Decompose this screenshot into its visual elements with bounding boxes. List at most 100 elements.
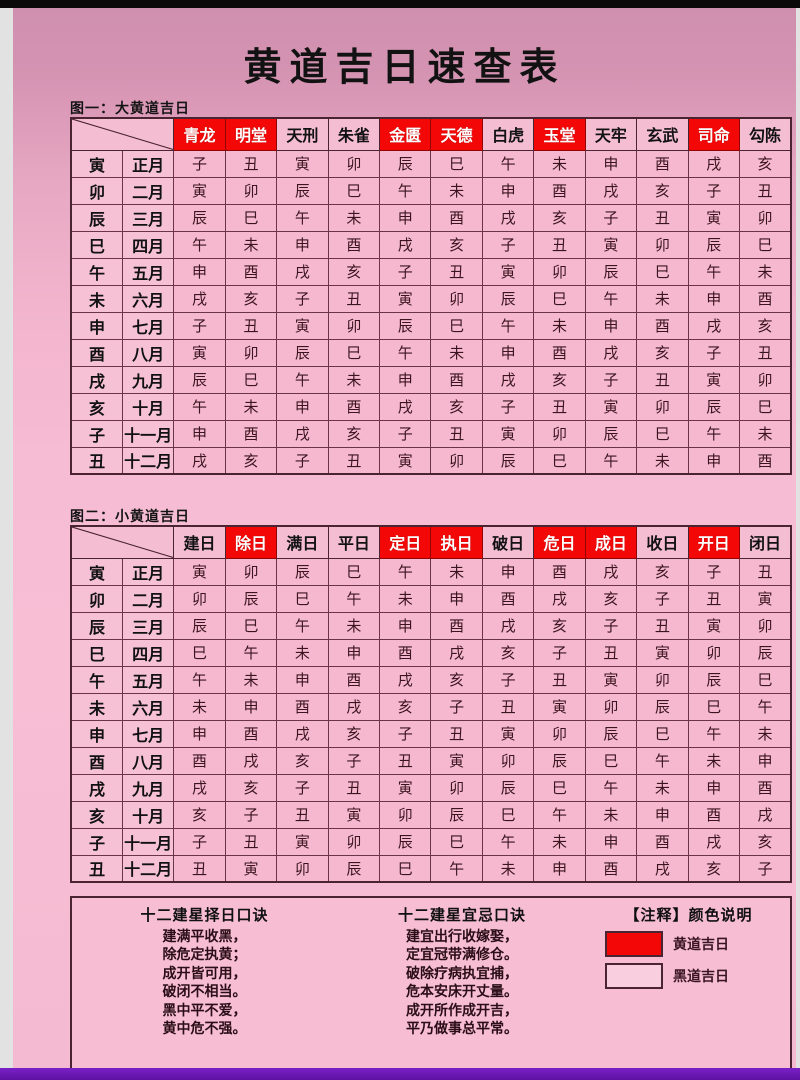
data-cell: 未 [430,176,483,205]
data-cell: 未 [481,854,535,883]
column-header-闭日: 闭日 [738,525,792,559]
diagonal-divider-icon [72,119,174,150]
data-cell: 子 [584,611,638,640]
data-cell: 未 [224,665,278,694]
data-cell: 戌 [687,827,740,856]
left-edge-strip [0,8,13,1068]
verse-selection-line: 除危定执黄； [162,947,247,964]
data-cell: 寅 [481,419,535,448]
data-cell: 亥 [276,746,329,775]
data-cell: 亥 [224,773,278,802]
data-cell: 寅 [379,284,432,313]
data-cell: 卯 [636,665,689,694]
data-cell: 申 [327,638,381,667]
data-cell: 辰 [276,338,329,367]
data-cell: 子 [533,638,586,667]
data-cell: 辰 [379,827,432,856]
verse-selection-line: 破闭不相当。 [162,984,247,1001]
table-row: 未六月未申酉戌亥子丑寅卯辰巳午 [70,692,792,721]
data-cell: 未 [224,230,278,259]
data-cell: 子 [687,176,740,205]
data-cell: 午 [379,557,432,586]
data-cell: 辰 [173,365,226,394]
column-header-收日: 收日 [636,525,689,559]
data-cell: 卯 [533,719,586,748]
data-cell: 午 [481,149,535,178]
data-cell: 寅 [430,746,483,775]
data-cell: 巳 [430,149,483,178]
data-cell: 午 [224,638,278,667]
data-cell: 午 [173,392,226,421]
data-cell: 酉 [533,557,586,586]
table1-body: 寅正月子丑寅卯辰巳午未申酉戌亥卯二月寅卯辰巳午未申酉戌亥子丑辰三月辰巳午未申酉戌… [70,149,792,475]
data-cell: 子 [379,419,432,448]
data-cell: 亥 [636,338,689,367]
data-cell: 申 [276,392,329,421]
row-branch: 辰 [70,203,123,232]
data-cell: 子 [224,800,278,829]
data-cell: 丑 [430,257,483,286]
data-cell: 子 [738,854,792,883]
data-cell: 午 [173,230,226,259]
data-cell: 辰 [533,746,586,775]
data-cell: 未 [430,338,483,367]
data-cell: 子 [276,446,329,475]
data-cell: 卯 [584,692,638,721]
data-cell: 戌 [173,284,226,313]
data-cell: 申 [430,584,483,613]
data-cell: 子 [584,365,638,394]
column-header-金匮: 金匮 [379,117,432,151]
verse-selection-line: 黄中危不强。 [162,1021,247,1038]
data-cell: 戌 [636,854,689,883]
data-cell: 申 [276,230,329,259]
data-cell: 午 [687,419,740,448]
row-month: 二月 [121,176,175,205]
data-cell: 卯 [738,611,792,640]
row-month: 七月 [121,311,175,340]
data-cell: 巳 [327,338,381,367]
notes-panel: 十二建星择日口诀 建满平收黑， 除危定执黄； 成开皆可用， 破闭不相当。 黑中平不爱， 黄… [70,896,792,1076]
data-cell: 丑 [430,419,483,448]
row-branch: 子 [70,827,123,856]
data-cell: 酉 [636,827,689,856]
page-title: 黄道吉日速查表 [243,44,566,89]
column-header-执日: 执日 [430,525,483,559]
data-cell: 辰 [481,284,535,313]
legend-heading: 【注释】颜色说明 [624,906,753,924]
verse-heading-selection: 十二建星择日口诀 [140,906,269,924]
column-header-天牢: 天牢 [584,117,638,151]
row-branch: 卯 [70,584,123,613]
data-cell: 辰 [687,230,740,259]
data-cell: 辰 [327,854,381,883]
data-cell: 申 [738,746,792,775]
legend-row-黄道吉日: 黄道吉日 [605,931,786,957]
data-cell: 丑 [636,611,689,640]
data-cell: 寅 [584,230,638,259]
data-cell: 戌 [379,230,432,259]
data-cell: 卯 [379,800,432,829]
data-cell: 辰 [636,692,689,721]
data-cell: 酉 [224,257,278,286]
data-cell: 酉 [379,638,432,667]
poster-canvas: 黄道吉日速查表 图一：大黄道吉日 青龙 明堂 天刑 朱雀 金匮 天德 白虎 玉堂 天牢 玄武 司命勾… [13,8,796,1076]
row-month: 四月 [121,638,175,667]
data-cell: 丑 [327,284,381,313]
data-cell: 卯 [224,176,278,205]
table-row: 未六月戌亥子丑寅卯辰巳午未申酉 [70,284,792,313]
row-branch: 寅 [70,149,123,178]
row-month: 六月 [121,284,175,313]
data-cell: 卯 [636,230,689,259]
legend-column: 【注释】颜色说明 黄道吉日黑道吉日 [587,898,790,1074]
verse-column-suitability: 十二建星宜忌口诀 建宜出行收嫁娶， 定宜冠带满修仓。 破除疗病执宜捕， 危本安床开丈量… [337,898,587,1074]
data-cell: 酉 [584,854,638,883]
legend-label: 黑道吉日 [673,969,729,985]
data-cell: 申 [481,176,535,205]
data-cell: 午 [276,203,329,232]
data-cell: 丑 [224,827,278,856]
column-header-危日: 危日 [533,525,586,559]
data-cell: 亥 [327,419,381,448]
data-cell: 丑 [738,557,792,586]
data-cell: 酉 [430,203,483,232]
column-header-平日: 平日 [327,525,381,559]
